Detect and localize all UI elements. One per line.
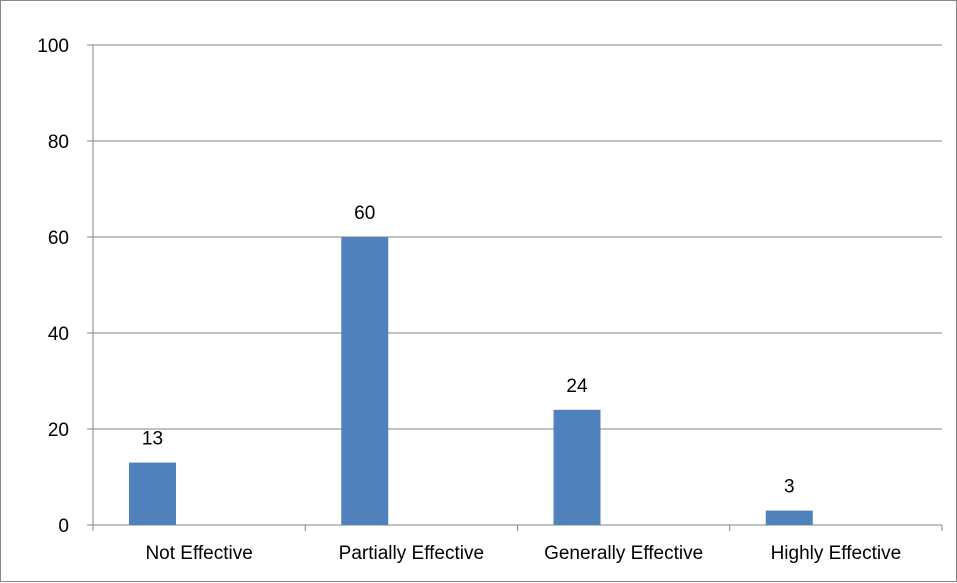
y-tick-label: 100 xyxy=(37,36,69,57)
y-tick-label: 80 xyxy=(48,132,69,153)
bar-not-effective xyxy=(129,462,176,525)
x-category-label: Partially Effective xyxy=(339,543,484,564)
axes xyxy=(87,44,943,531)
y-tick-label: 20 xyxy=(48,420,69,441)
data-label: 60 xyxy=(354,203,375,224)
bar-partially-effective xyxy=(341,237,389,525)
data-label: 3 xyxy=(784,477,795,498)
data-label: 13 xyxy=(142,429,163,450)
bars xyxy=(129,237,813,525)
x-category-label: Highly Effective xyxy=(771,543,902,564)
data-label: 24 xyxy=(566,376,588,397)
bar-generally-effective xyxy=(553,409,601,525)
labels: 0 20 40 60 80 100 13 Not Effective 60 Partially E… xyxy=(37,36,901,564)
y-tick-label: 40 xyxy=(48,324,69,345)
y-tick-label: 60 xyxy=(48,228,69,249)
y-tick-label: 0 xyxy=(58,516,69,537)
x-category-label: Not Effective xyxy=(145,543,252,564)
x-category-label: Generally Effective xyxy=(544,543,703,564)
bar-highly-effective xyxy=(765,510,813,525)
gridlines xyxy=(93,44,942,526)
